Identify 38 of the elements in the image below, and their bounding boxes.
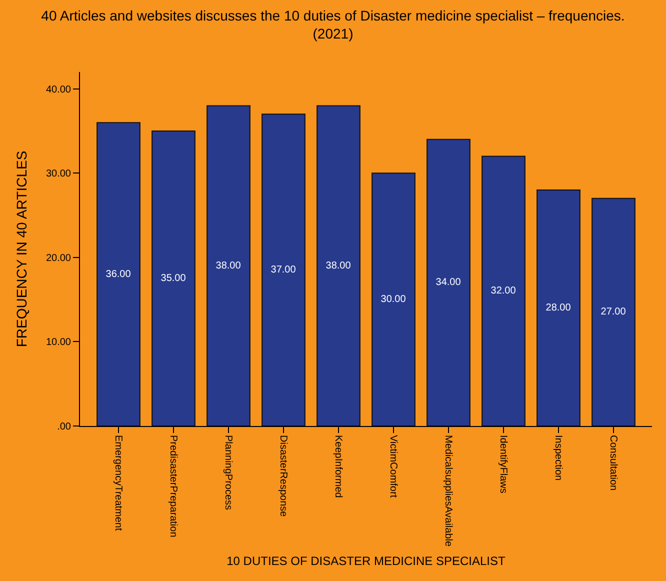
x-tick-label: KeepInformed: [332, 435, 344, 498]
y-tick-label: 30.00: [46, 168, 72, 180]
chart-title: 40 Articles and websites discusses the 10 duties of Disaster medicine specialist – frequencies. (2021): [41, 7, 625, 42]
data-label: 34.00: [436, 277, 462, 288]
y-tick-label: 20.00: [46, 252, 72, 264]
x-tick-label: Inspection: [552, 435, 564, 481]
data-label: 38.00: [216, 260, 242, 272]
data-label: 30.00: [380, 294, 406, 306]
bar: [316, 105, 360, 426]
data-label: 35.00: [160, 273, 186, 284]
y-tick-label: 40.00: [46, 84, 72, 96]
bar: [262, 114, 306, 426]
x-tick-label: IdentifyFlaws: [497, 435, 508, 494]
y-tick-label: .00: [57, 422, 72, 432]
bar: [592, 198, 636, 426]
data-label: 37.00: [270, 264, 296, 276]
data-label: 32.00: [490, 286, 516, 297]
data-label: 27.00: [600, 306, 626, 318]
x-tick-label: PlanningProcess: [222, 435, 234, 510]
data-label: 28.00: [546, 302, 572, 314]
y-axis-title: FREQUENCY IN 40 ARTICLES: [14, 150, 30, 348]
bar: [536, 190, 580, 426]
x-axis-title: 10 DUTIES OF DISASTER MEDICINE SPECIALIST: [226, 554, 506, 568]
bar: [482, 156, 526, 426]
x-tick-label: VictimComfort: [387, 435, 398, 498]
x-tick-label: Consultation: [607, 435, 618, 491]
bar: [372, 172, 416, 426]
x-tick-label: EmergencyTreatment: [112, 435, 124, 531]
data-label: 38.00: [326, 260, 352, 272]
data-label: 36.00: [106, 268, 132, 280]
bar: [96, 122, 140, 426]
x-tick-label: MedicalsuppliesAvailable: [442, 435, 454, 547]
x-tick-label: DisasterResponse: [277, 435, 288, 518]
bar: [206, 105, 250, 426]
bar: [152, 130, 196, 426]
x-tick-label: PredisasterPreparation: [167, 435, 178, 538]
y-tick-label: 10.00: [46, 337, 72, 348]
bar: [426, 138, 470, 426]
